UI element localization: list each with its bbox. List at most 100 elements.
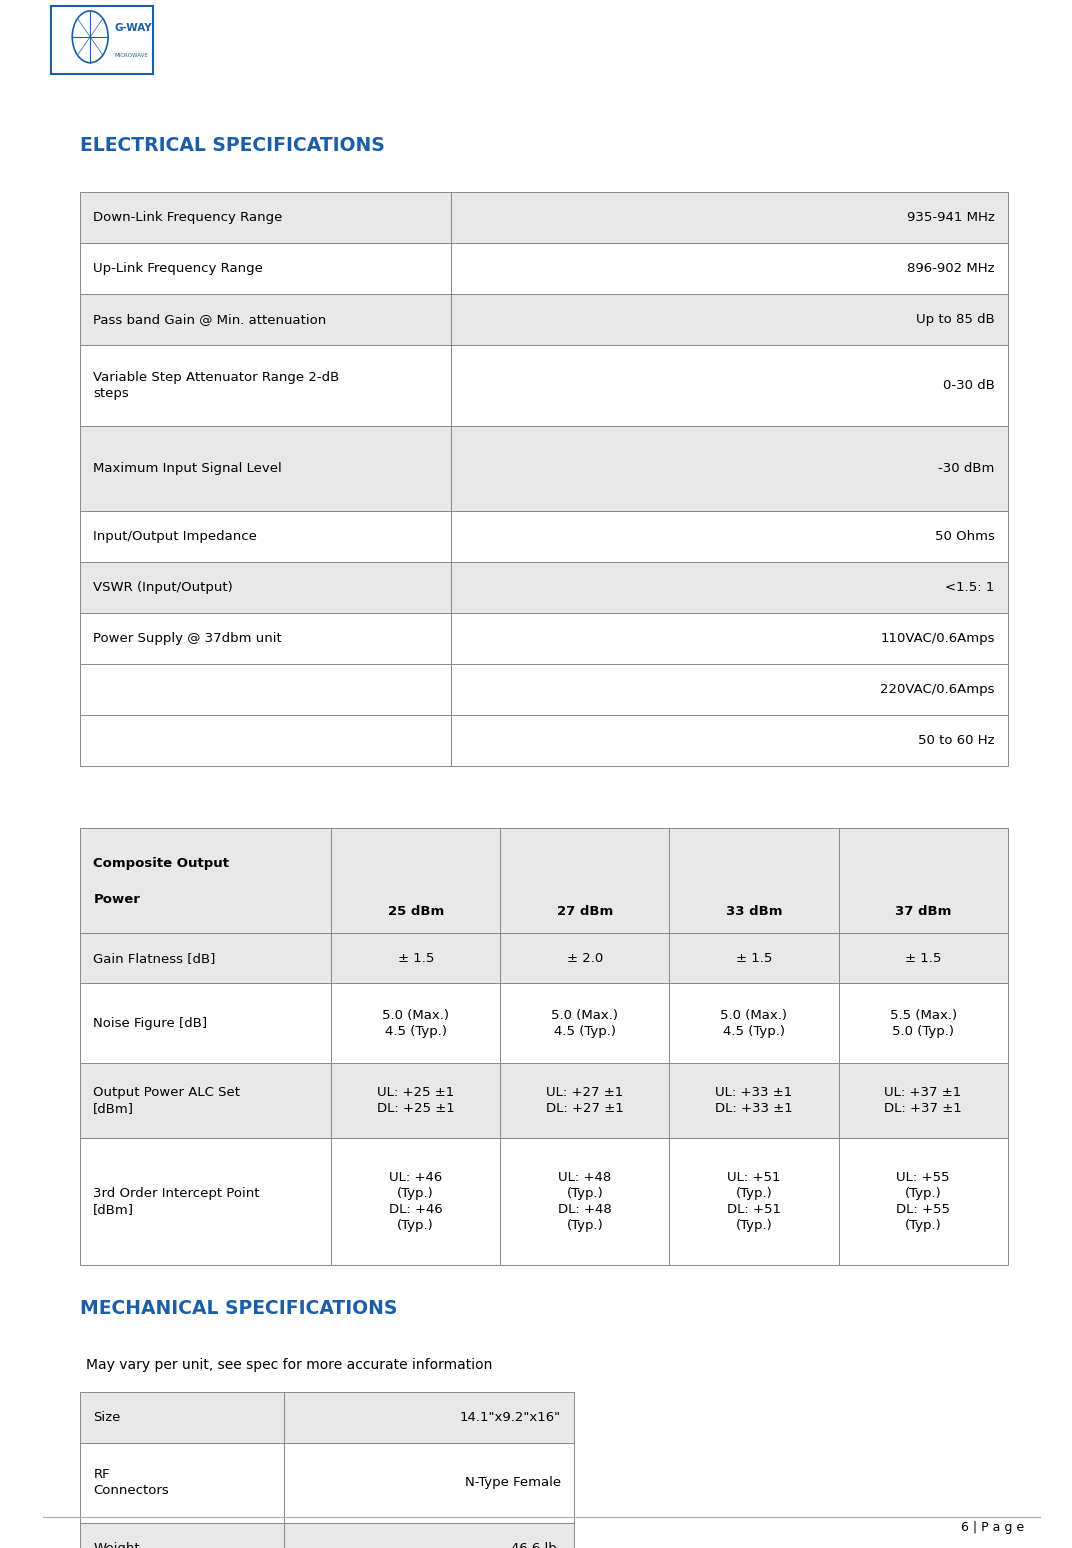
Bar	[80, 294, 451, 345]
Text: 3rd Order Intercept Point
[dBm]: 3rd Order Intercept Point [dBm]	[93, 1187, 259, 1215]
Bar	[451, 345, 1008, 426]
Text: Pass band Gain @ Min. attenuation: Pass band Gain @ Min. attenuation	[93, 313, 327, 327]
Bar	[331, 1138, 501, 1265]
Bar	[331, 828, 501, 933]
Text: MICROWAVE: MICROWAVE	[115, 53, 148, 57]
Text: 25 dBm: 25 dBm	[388, 906, 444, 918]
Text: Weight: Weight	[93, 1542, 139, 1548]
Text: UL: +51
(Typ.)
DL: +51
(Typ.): UL: +51 (Typ.) DL: +51 (Typ.)	[727, 1170, 781, 1232]
Bar	[501, 983, 669, 1063]
Text: Power Supply @ 37dbm unit: Power Supply @ 37dbm unit	[93, 632, 282, 646]
Bar	[331, 983, 501, 1063]
Bar	[669, 933, 838, 983]
Text: May vary per unit, see spec for more accurate information: May vary per unit, see spec for more acc…	[86, 1358, 492, 1372]
Bar	[80, 715, 451, 766]
Bar	[451, 426, 1008, 511]
Text: ± 1.5: ± 1.5	[398, 952, 434, 964]
Text: UL: +46
(Typ.)
DL: +46
(Typ.): UL: +46 (Typ.) DL: +46 (Typ.)	[389, 1170, 443, 1232]
Text: MECHANICAL SPECIFICATIONS: MECHANICAL SPECIFICATIONS	[80, 1299, 398, 1317]
Bar	[451, 192, 1008, 243]
Bar	[80, 1523, 284, 1548]
Text: Size: Size	[93, 1410, 121, 1424]
Bar	[80, 1063, 331, 1138]
Bar	[284, 1523, 574, 1548]
Text: 935-941 MHz: 935-941 MHz	[907, 211, 995, 224]
Bar	[80, 511, 451, 562]
Bar	[80, 828, 331, 933]
Bar	[838, 1138, 1008, 1265]
Text: Up-Link Frequency Range: Up-Link Frequency Range	[93, 262, 263, 276]
Text: 50 to 60 Hz: 50 to 60 Hz	[919, 734, 995, 748]
Bar	[669, 1138, 838, 1265]
Text: 6 | P a g e: 6 | P a g e	[961, 1522, 1024, 1534]
Bar	[80, 426, 451, 511]
Bar	[451, 562, 1008, 613]
Text: 5.0 (Max.)
4.5 (Typ.): 5.0 (Max.) 4.5 (Typ.)	[383, 1009, 449, 1037]
Bar	[331, 1063, 501, 1138]
Text: 27 dBm: 27 dBm	[556, 906, 613, 918]
Bar	[451, 243, 1008, 294]
Bar	[80, 664, 451, 715]
Bar	[669, 983, 838, 1063]
Text: 46.6 lb.: 46.6 lb.	[510, 1542, 561, 1548]
Text: UL: +33 ±1
DL: +33 ±1: UL: +33 ±1 DL: +33 ±1	[715, 1087, 793, 1115]
Bar	[501, 933, 669, 983]
Text: <1.5: 1: <1.5: 1	[946, 580, 995, 594]
Text: ± 2.0: ± 2.0	[567, 952, 602, 964]
Text: 37 dBm: 37 dBm	[895, 906, 951, 918]
Text: G-WAY: G-WAY	[115, 23, 152, 33]
Bar	[669, 828, 838, 933]
Text: Variable Step Attenuator Range 2-dB
steps: Variable Step Attenuator Range 2-dB step…	[93, 372, 340, 399]
Bar	[51, 6, 153, 74]
Text: Noise Figure [dB]: Noise Figure [dB]	[93, 1017, 207, 1029]
Text: Maximum Input Signal Level: Maximum Input Signal Level	[93, 461, 282, 475]
Bar	[80, 1392, 284, 1443]
Bar	[80, 1138, 331, 1265]
Bar	[80, 1443, 284, 1523]
Text: 5.0 (Max.)
4.5 (Typ.): 5.0 (Max.) 4.5 (Typ.)	[551, 1009, 619, 1037]
Text: Up to 85 dB: Up to 85 dB	[917, 313, 995, 327]
Text: 110VAC/0.6Amps: 110VAC/0.6Amps	[880, 632, 995, 646]
Text: Input/Output Impedance: Input/Output Impedance	[93, 529, 257, 543]
Text: ± 1.5: ± 1.5	[905, 952, 941, 964]
Text: UL: +27 ±1
DL: +27 ±1: UL: +27 ±1 DL: +27 ±1	[546, 1087, 624, 1115]
Text: ± 1.5: ± 1.5	[735, 952, 772, 964]
Bar	[80, 192, 451, 243]
Text: UL: +25 ±1
DL: +25 ±1: UL: +25 ±1 DL: +25 ±1	[377, 1087, 455, 1115]
Bar	[80, 983, 331, 1063]
Bar	[80, 345, 451, 426]
Text: VSWR (Input/Output): VSWR (Input/Output)	[93, 580, 233, 594]
Bar	[451, 613, 1008, 664]
Text: -30 dBm: -30 dBm	[938, 461, 995, 475]
Bar	[838, 1063, 1008, 1138]
Text: 0-30 dB: 0-30 dB	[943, 379, 995, 392]
Bar	[80, 562, 451, 613]
Text: 5.5 (Max.)
5.0 (Typ.): 5.5 (Max.) 5.0 (Typ.)	[890, 1009, 956, 1037]
Text: 5.0 (Max.)
4.5 (Typ.): 5.0 (Max.) 4.5 (Typ.)	[720, 1009, 788, 1037]
Text: Power: Power	[93, 893, 140, 906]
Bar	[284, 1392, 574, 1443]
Text: UL: +55
(Typ.)
DL: +55
(Typ.): UL: +55 (Typ.) DL: +55 (Typ.)	[896, 1170, 950, 1232]
Bar	[501, 1138, 669, 1265]
Text: RF
Connectors: RF Connectors	[93, 1469, 169, 1497]
Text: 14.1"x9.2"x16": 14.1"x9.2"x16"	[460, 1410, 561, 1424]
Text: 33 dBm: 33 dBm	[726, 906, 783, 918]
Bar	[501, 1063, 669, 1138]
Bar	[284, 1443, 574, 1523]
Bar	[838, 933, 1008, 983]
Bar	[80, 613, 451, 664]
Text: Composite Output: Composite Output	[93, 858, 229, 870]
Bar	[451, 294, 1008, 345]
Text: 50 Ohms: 50 Ohms	[935, 529, 995, 543]
Bar	[501, 828, 669, 933]
Bar	[451, 664, 1008, 715]
Text: Gain Flatness [dB]: Gain Flatness [dB]	[93, 952, 215, 964]
Bar	[838, 828, 1008, 933]
Text: ELECTRICAL SPECIFICATIONS: ELECTRICAL SPECIFICATIONS	[80, 136, 385, 155]
Bar	[80, 933, 331, 983]
Bar	[451, 511, 1008, 562]
Bar	[838, 983, 1008, 1063]
Text: 896-902 MHz: 896-902 MHz	[907, 262, 995, 276]
Text: Output Power ALC Set
[dBm]: Output Power ALC Set [dBm]	[93, 1087, 240, 1115]
Bar	[331, 933, 501, 983]
